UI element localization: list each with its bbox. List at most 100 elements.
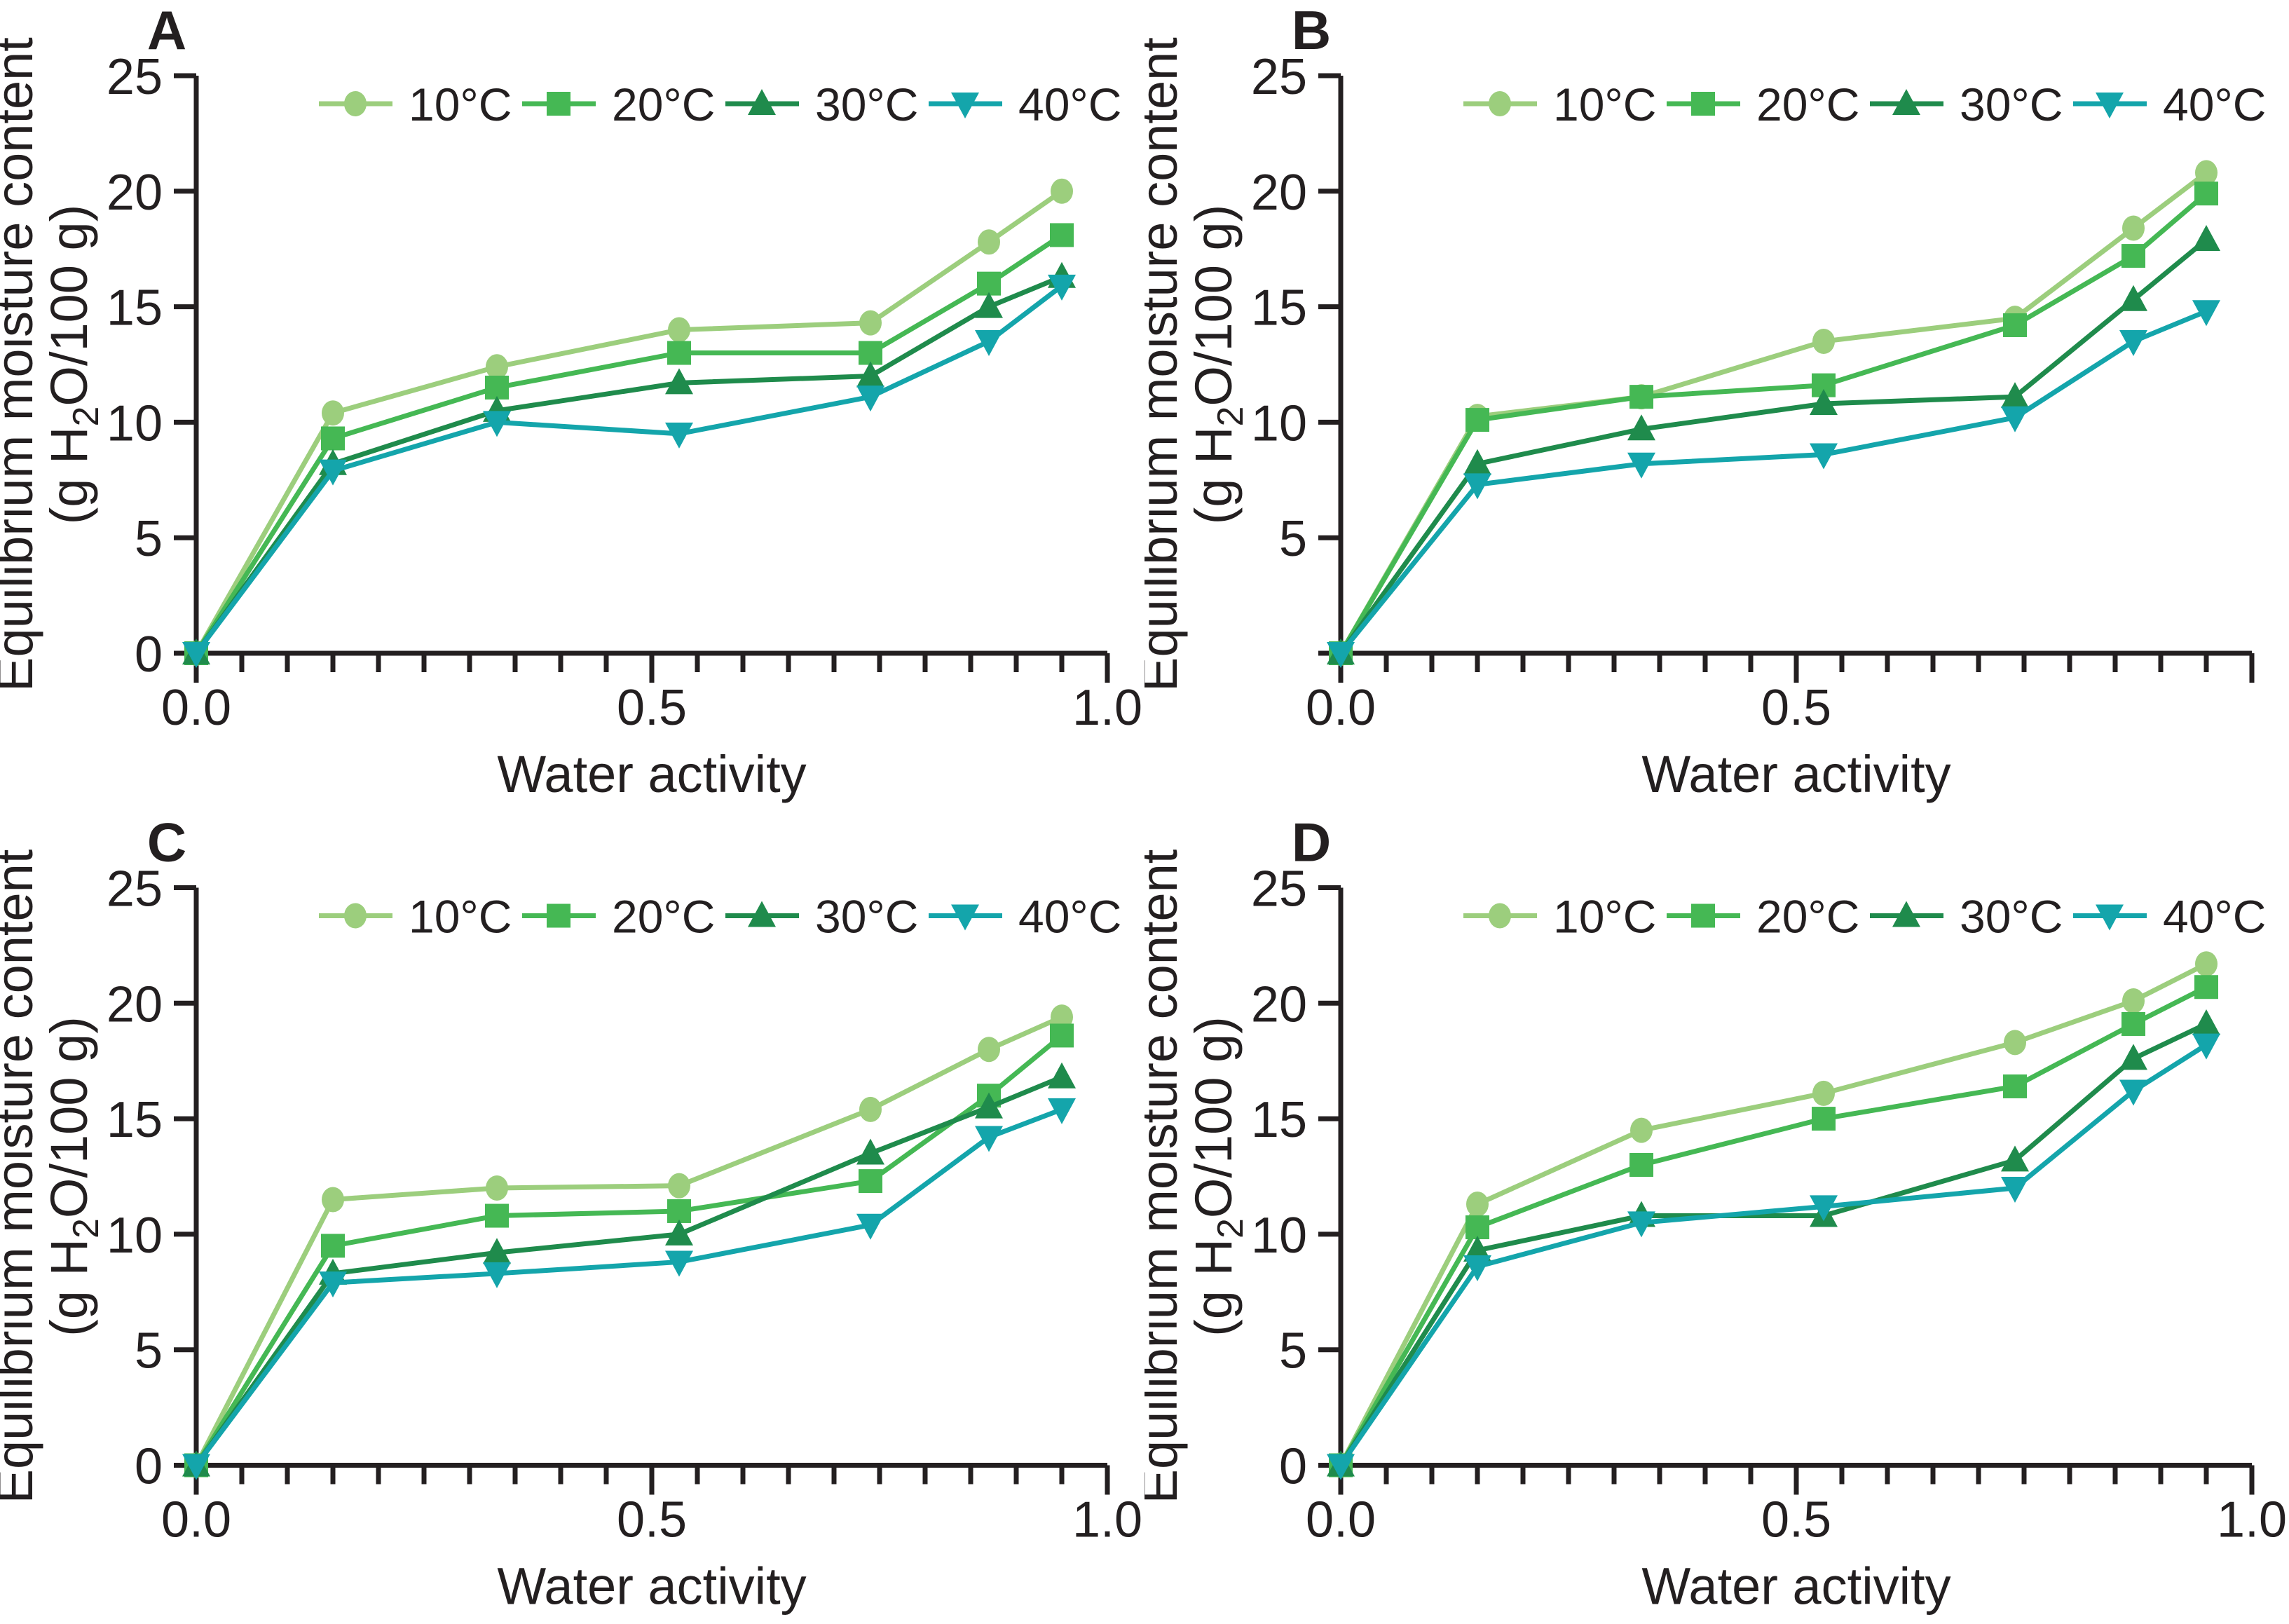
tick-labels: 0 5 10 15 20 25 0.0 0.5 1.0	[1251, 861, 2287, 1548]
marker-triangle-up	[856, 361, 884, 388]
marker-triangle-down	[2096, 93, 2124, 118]
marker-triangle-down	[665, 422, 693, 449]
marker-circle	[344, 903, 367, 929]
marker-triangle-down	[856, 385, 884, 412]
marker-triangle-down	[2001, 1176, 2029, 1203]
legend-label: 20°C	[612, 891, 715, 943]
y-tick-label: 5	[135, 1323, 163, 1379]
marker-triangle-up	[748, 89, 776, 115]
marker-circle	[1489, 91, 1511, 116]
marker-triangle-down	[1048, 1098, 1076, 1124]
y-axis-title-line2: (g H2O/100 g)	[40, 1016, 107, 1337]
legend-item-10c: 10°C	[319, 891, 512, 943]
marker-circle	[859, 1096, 882, 1122]
marker-circle	[978, 1037, 1000, 1063]
marker-circle	[1051, 1004, 1073, 1030]
marker-square	[1812, 1107, 1836, 1131]
marker-triangle-down	[319, 1271, 347, 1298]
legend-label: 40°C	[2163, 891, 2266, 943]
marker-triangle-down	[1810, 443, 1838, 470]
y-tick-label: 10	[1251, 395, 1307, 451]
marker-circle	[2122, 215, 2145, 241]
marker-circle	[2004, 1030, 2026, 1056]
axes	[1318, 885, 2255, 1495]
panel-letter: A	[147, 0, 186, 61]
marker-triangle-down	[182, 642, 210, 668]
y-tick-label: 20	[107, 976, 163, 1032]
x-tick-label: 0.0	[161, 680, 231, 736]
legend-item-20c: 20°C	[522, 79, 715, 130]
marker-triangle-up	[665, 368, 693, 395]
legend-label: 30°C	[815, 891, 918, 943]
marker-circle	[859, 310, 882, 336]
marker-triangle-down	[1627, 452, 1655, 479]
marker-triangle-up	[2192, 225, 2220, 252]
x-tick-label: 1.0	[2217, 1492, 2287, 1548]
marker-square	[2194, 975, 2218, 999]
legend-item-20c: 20°C	[522, 891, 715, 943]
marker-triangle-down	[2119, 1079, 2147, 1106]
y-tick-label: 15	[107, 1092, 163, 1148]
tick-labels: 0 5 10 15 20 25 0.0 0.5 1.0	[107, 861, 1142, 1548]
legend-item-40c: 40°C	[929, 891, 1121, 943]
legend-item-10c: 10°C	[1463, 891, 1656, 943]
marker-triangle-up	[665, 1219, 693, 1246]
x-axis-title: Water activity	[497, 745, 806, 803]
marker-triangle-up	[1810, 389, 1838, 416]
legend-label: 10°C	[1553, 891, 1656, 943]
marker-square	[547, 92, 570, 116]
marker-triangle-down	[2192, 1033, 2220, 1060]
marker-triangle-down	[665, 1250, 693, 1277]
marker-circle	[1489, 903, 1511, 929]
chart-panel-c: C 0 5 10 15 20 25 0.0 0.5 1.0 Water activity Equili…	[0, 812, 1142, 1616]
marker-circle	[1630, 1117, 1653, 1143]
y-tick-label: 20	[1251, 165, 1307, 221]
y-tick-label: 20	[1251, 976, 1307, 1032]
legend-item-40c: 40°C	[2073, 891, 2266, 943]
legend-label: 30°C	[1960, 79, 2063, 130]
marker-square	[547, 903, 570, 928]
marker-circle	[486, 354, 508, 380]
panel-letter: B	[1292, 0, 1331, 61]
series-line	[1339, 1021, 2208, 1467]
marker-triangle-up	[975, 292, 1003, 318]
series-20c	[184, 1023, 1074, 1478]
y-axis-title-line2: (g H2O/100 g)	[40, 205, 107, 525]
legend-item-10c: 10°C	[1463, 79, 1656, 130]
legend-item-30c: 30°C	[725, 79, 918, 130]
marker-square	[1629, 385, 1653, 409]
legend-item-40c: 40°C	[929, 79, 1121, 130]
legend-label: 10°C	[409, 891, 512, 943]
x-axis-title: Water activity	[1641, 1557, 1950, 1616]
marker-circle	[978, 229, 1000, 255]
marker-square	[2003, 1074, 2027, 1098]
marker-triangle-down	[1810, 1195, 1838, 1222]
y-tick-label: 25	[107, 49, 163, 105]
panel-a: A 0 5 10 15 20 25 0.0 0.5 1.0 Water activity Equili…	[0, 0, 1144, 812]
y-axis-title-line1: Equilibrium moisture content	[1144, 849, 1188, 1503]
legend-label: 30°C	[1960, 891, 2063, 943]
marker-triangle-down	[1463, 473, 1491, 500]
series-40c	[182, 1098, 1076, 1480]
marker-triangle-up	[975, 1092, 1003, 1119]
legend-label: 40°C	[2163, 79, 2266, 130]
y-tick-label: 10	[1251, 1208, 1307, 1264]
y-tick-label: 15	[1251, 1092, 1307, 1148]
y-axis-title-line1: Equilibrium moisture content	[0, 37, 43, 692]
marker-triangle-down	[1627, 1211, 1655, 1238]
panel-letter: C	[147, 812, 186, 873]
y-tick-label: 25	[1251, 49, 1307, 105]
marker-square	[2194, 182, 2218, 206]
y-axis-title-line1: Equilibrium moisture content	[1144, 37, 1188, 692]
legend-item-30c: 30°C	[1870, 891, 2063, 943]
legend-item-30c: 30°C	[725, 891, 918, 943]
y-tick-label: 15	[1251, 280, 1307, 336]
marker-triangle-up	[1627, 414, 1655, 441]
series-30c	[1327, 1009, 2220, 1477]
marker-triangle-up	[1892, 901, 1920, 927]
x-tick-label: 1.0	[1072, 680, 1142, 736]
marker-triangle-down	[2001, 406, 2029, 432]
x-tick-label: 0.0	[1306, 1492, 1376, 1548]
y-tick-label: 0	[135, 627, 163, 683]
